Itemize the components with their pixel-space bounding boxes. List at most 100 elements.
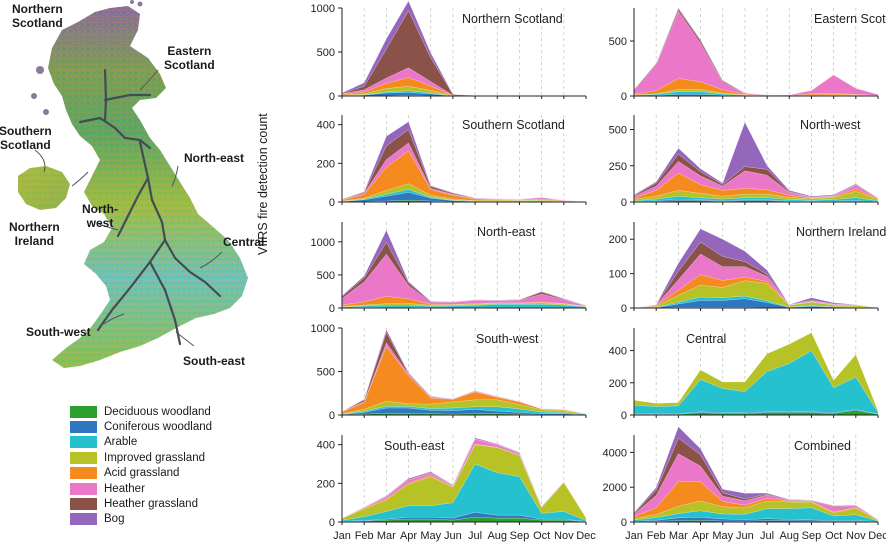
area-heather bbox=[341, 142, 587, 202]
region-boundaries bbox=[78, 68, 222, 346]
x-tick-label: Feb bbox=[355, 530, 374, 542]
legend: Deciduous woodland Coniferous woodland A… bbox=[70, 404, 212, 527]
legend-item-coniferous-woodland: Coniferous woodland bbox=[70, 419, 212, 434]
legend-swatch bbox=[70, 436, 97, 449]
legend-item-deciduous-woodland: Deciduous woodland bbox=[70, 404, 212, 419]
y-tick-label: 1000 bbox=[311, 323, 335, 335]
legend-label: Heather grassland bbox=[104, 498, 198, 511]
legend-item-heather: Heather bbox=[70, 481, 212, 496]
y-tick-label: 500 bbox=[317, 47, 335, 59]
y-tick-label: 0 bbox=[329, 410, 335, 422]
panel-title: Northern Scotland bbox=[462, 12, 563, 26]
panel-title: Eastern Scotland bbox=[814, 12, 886, 26]
legend-label: Improved grassland bbox=[104, 451, 205, 464]
y-tick-label: 400 bbox=[317, 440, 335, 452]
y-axis-title: VIIRS fire detection count bbox=[256, 113, 270, 255]
x-tick-label: Aug bbox=[487, 530, 507, 542]
chart-panel-south-west: 0 500 1000 South-west bbox=[311, 323, 587, 422]
area-bog bbox=[341, 121, 587, 202]
x-tick-label: Sep bbox=[802, 530, 822, 542]
legend-item-arable: Arable bbox=[70, 435, 212, 450]
x-tick-label: Jan bbox=[333, 530, 351, 542]
legend-swatch bbox=[70, 482, 97, 495]
x-tick-label: Nov bbox=[554, 530, 574, 542]
chart-panel-southern-scotland: 0 200 400 Southern Scotland bbox=[317, 115, 587, 209]
legend-item-bog: Bog bbox=[70, 512, 212, 527]
panel-title: North-west bbox=[800, 118, 861, 132]
area-bog bbox=[341, 437, 587, 519]
area-bog bbox=[341, 329, 587, 414]
panel-title: Southern Scotland bbox=[462, 118, 565, 132]
x-tick-label: Oct bbox=[825, 530, 842, 542]
x-tick-label: Jul bbox=[760, 530, 774, 542]
region-label-southern-scotland: Southern Scotland bbox=[0, 124, 52, 152]
y-tick-label: 4000 bbox=[603, 447, 627, 459]
legend-swatch bbox=[70, 467, 97, 480]
area-improved-grassland bbox=[633, 332, 879, 414]
uk-region-map: Northern Scotland Eastern Scotland South… bbox=[0, 0, 300, 392]
legend-item-heather-grassland: Heather grassland bbox=[70, 496, 212, 511]
x-tick-label: Apr bbox=[400, 530, 417, 542]
y-tick-label: 0 bbox=[329, 517, 335, 529]
x-tick-label: Dec bbox=[576, 530, 596, 542]
region-label-south-east: South-east bbox=[183, 354, 246, 368]
y-tick-label: 0 bbox=[621, 91, 627, 103]
x-tick-label: Mar bbox=[377, 530, 396, 542]
x-tick-label: Jun bbox=[736, 530, 754, 542]
y-tick-label: 0 bbox=[621, 410, 627, 422]
area-heather-grassland bbox=[633, 8, 879, 96]
region-label-northern-scotland: Northern Scotland bbox=[12, 2, 63, 30]
y-tick-label: 400 bbox=[317, 120, 335, 132]
legend-swatch bbox=[70, 513, 97, 526]
area-bog bbox=[633, 121, 879, 198]
region-label-south-west: South-west bbox=[26, 325, 91, 339]
legend-label: Deciduous woodland bbox=[104, 405, 211, 418]
chart-panel-eastern-scotland: 0 500 Eastern Scotland bbox=[609, 7, 886, 103]
legend-label: Coniferous woodland bbox=[104, 421, 213, 434]
y-tick-label: 200 bbox=[609, 234, 627, 246]
chart-panel-central: 0 200 400 Central bbox=[609, 328, 879, 422]
x-tick-label: Feb bbox=[647, 530, 666, 542]
x-tick-label: May bbox=[420, 530, 441, 542]
y-tick-label: 200 bbox=[609, 378, 627, 390]
y-tick-label: 400 bbox=[609, 346, 627, 358]
y-tick-label: 500 bbox=[609, 125, 627, 137]
panel-title: Northern Ireland bbox=[796, 225, 886, 239]
x-tick-label: Apr bbox=[692, 530, 709, 542]
legend-swatch bbox=[70, 451, 97, 464]
panel-title: South-east bbox=[384, 439, 445, 453]
chart-panel-south-east: 0 200 400 Jan Feb Mar Apr May Jun Jul Aug Sep Oct Nov… bbox=[317, 435, 596, 542]
x-tick-label: Jun bbox=[444, 530, 462, 542]
panel-title: Combined bbox=[794, 439, 851, 453]
legend-label: Acid grassland bbox=[104, 467, 180, 480]
legend-item-improved-grassland: Improved grassland bbox=[70, 450, 212, 465]
x-tick-label: Jul bbox=[468, 530, 482, 542]
x-tick-label: Aug bbox=[779, 530, 799, 542]
x-tick-label: Dec bbox=[868, 530, 886, 542]
region-label-central: Central bbox=[223, 235, 265, 249]
region-label-north-west: North- west bbox=[82, 202, 118, 230]
y-tick-label: 1000 bbox=[311, 3, 335, 15]
panel-title: North-east bbox=[477, 225, 536, 239]
y-tick-label: 1000 bbox=[311, 237, 335, 249]
y-tick-label: 500 bbox=[317, 367, 335, 379]
chart-panel-north-west: 0 250 500 North-west bbox=[609, 115, 879, 209]
area-acid-grassland bbox=[341, 443, 587, 519]
legend-swatch bbox=[70, 421, 97, 434]
y-tick-label: 200 bbox=[317, 478, 335, 490]
chart-panel-north-east: 0 500 1000 North-east bbox=[311, 222, 587, 315]
y-tick-label: 0 bbox=[329, 197, 335, 209]
y-tick-label: 2000 bbox=[603, 482, 627, 494]
y-tick-label: 0 bbox=[621, 197, 627, 209]
legend-swatch bbox=[70, 498, 97, 511]
panel-title: Central bbox=[686, 332, 726, 346]
y-tick-label: 0 bbox=[621, 303, 627, 315]
y-tick-label: 0 bbox=[621, 517, 627, 529]
legend-item-acid-grassland: Acid grassland bbox=[70, 466, 212, 481]
y-tick-label: 100 bbox=[609, 269, 627, 281]
x-tick-label: Oct bbox=[533, 530, 550, 542]
legend-swatch bbox=[70, 405, 97, 418]
region-label-north-east: North-east bbox=[184, 151, 245, 165]
